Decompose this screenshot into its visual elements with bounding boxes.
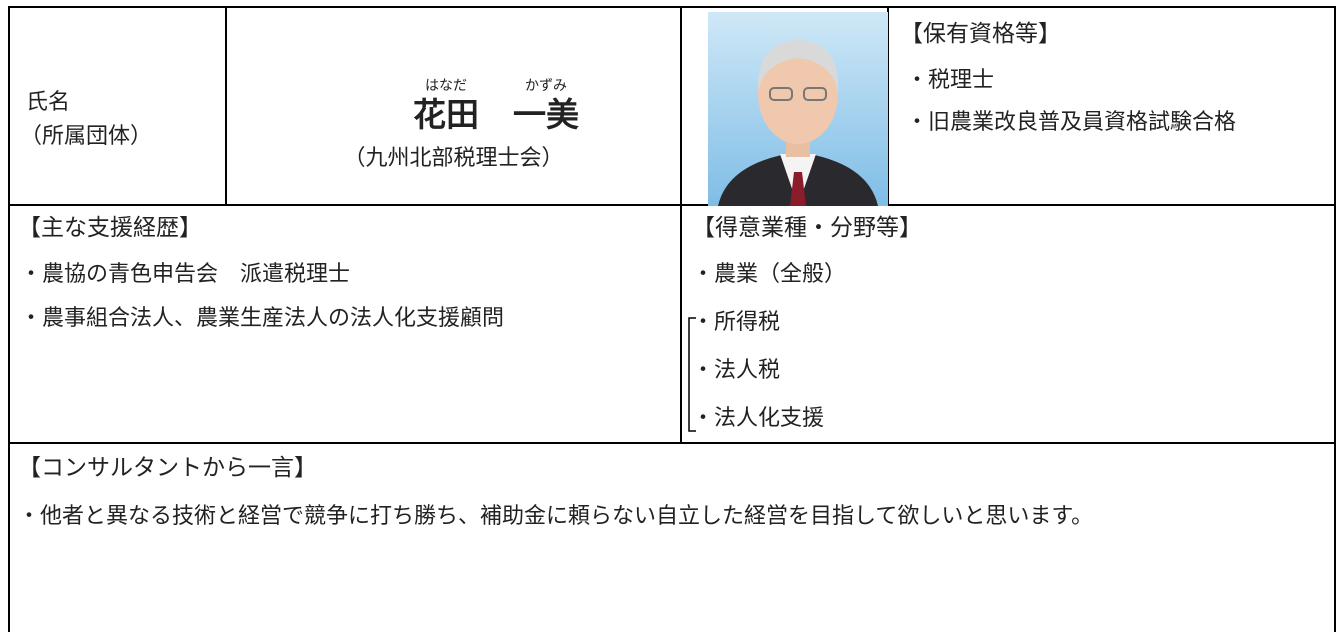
border: [8, 204, 1336, 206]
career-item: ・農協の青色申告会 派遣税理士: [20, 261, 351, 286]
specialty-item: ・所得税: [692, 309, 781, 334]
qualification-item: ・税理士: [906, 67, 995, 92]
border: [8, 6, 10, 632]
family-reading: はなだ: [425, 79, 467, 94]
career-title: 【主な支援経歴】: [18, 215, 202, 240]
given-name: 一美: [513, 98, 579, 134]
specialty-item: ・農業（全般）: [692, 261, 847, 286]
specialty-item: ・法人化支援: [692, 405, 825, 430]
label-name: 氏名: [26, 89, 71, 114]
border: [8, 442, 1336, 444]
border: [8, 6, 1336, 8]
specialties-title: 【得意業種・分野等】: [692, 215, 922, 240]
qualifications-title: 【保有資格等】: [900, 21, 1061, 46]
border: [680, 6, 682, 444]
border: [225, 6, 227, 206]
label-affiliation: （所属団体）: [20, 123, 153, 148]
given-reading: かずみ: [525, 79, 567, 94]
qualification-item: ・旧農業改良普及員資格試験合格: [906, 109, 1237, 134]
border: [887, 6, 889, 206]
specialty-item: ・法人税: [692, 357, 781, 382]
family-name: 花田: [413, 98, 479, 134]
bracket: [688, 317, 696, 432]
comment-text: ・他者と異なる技術と経営で競争に打ち勝ち、補助金に頼らない自立した経営を目指して…: [18, 503, 1094, 528]
career-item: ・農事組合法人、農業生産法人の法人化支援顧問: [20, 305, 505, 330]
comment-title: 【コンサルタントから一言】: [18, 455, 317, 480]
affiliation: （九州北部税理士会）: [343, 145, 564, 170]
border: [1334, 6, 1336, 632]
photo: [708, 12, 888, 206]
